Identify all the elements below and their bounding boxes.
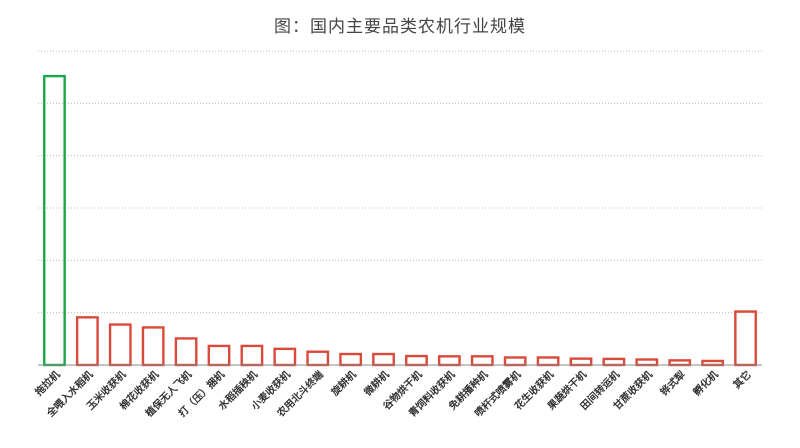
category-labels: 拖拉机全喂入水稻机玉米收获机棉花收获机植保无人飞机打（压）捆机水稻插秧机小麦收获… (32, 368, 753, 420)
bar (503, 356, 527, 367)
bar (108, 323, 132, 367)
bar (437, 355, 461, 367)
x-tick-label: 微耕机 (361, 368, 392, 399)
bar (306, 350, 330, 367)
bar (734, 310, 757, 367)
bar (174, 337, 198, 367)
x-tick-label: 旋耕机 (328, 368, 359, 399)
x-tick-label: 孵化机 (690, 368, 720, 398)
bar (405, 354, 428, 367)
x-tick-label: 拖拉机 (32, 368, 62, 398)
bar (273, 347, 297, 367)
bar (43, 74, 66, 367)
bar (470, 355, 494, 367)
x-tick-label: 其它 (730, 368, 753, 391)
gridlines (38, 50, 762, 314)
bar (569, 357, 593, 367)
bars (43, 74, 757, 367)
bar (240, 344, 264, 367)
bar (75, 316, 99, 367)
bar (141, 326, 165, 367)
bar (668, 359, 692, 367)
x-tick-label: 铧式犁 (657, 368, 687, 398)
bar (635, 358, 659, 367)
bar (536, 356, 560, 367)
chart-title: 图：国内主要品类农机行业规模 (274, 17, 526, 37)
bar (701, 359, 725, 367)
bar (207, 344, 231, 367)
bar (339, 352, 363, 367)
bar (372, 352, 395, 367)
bar (602, 357, 626, 367)
